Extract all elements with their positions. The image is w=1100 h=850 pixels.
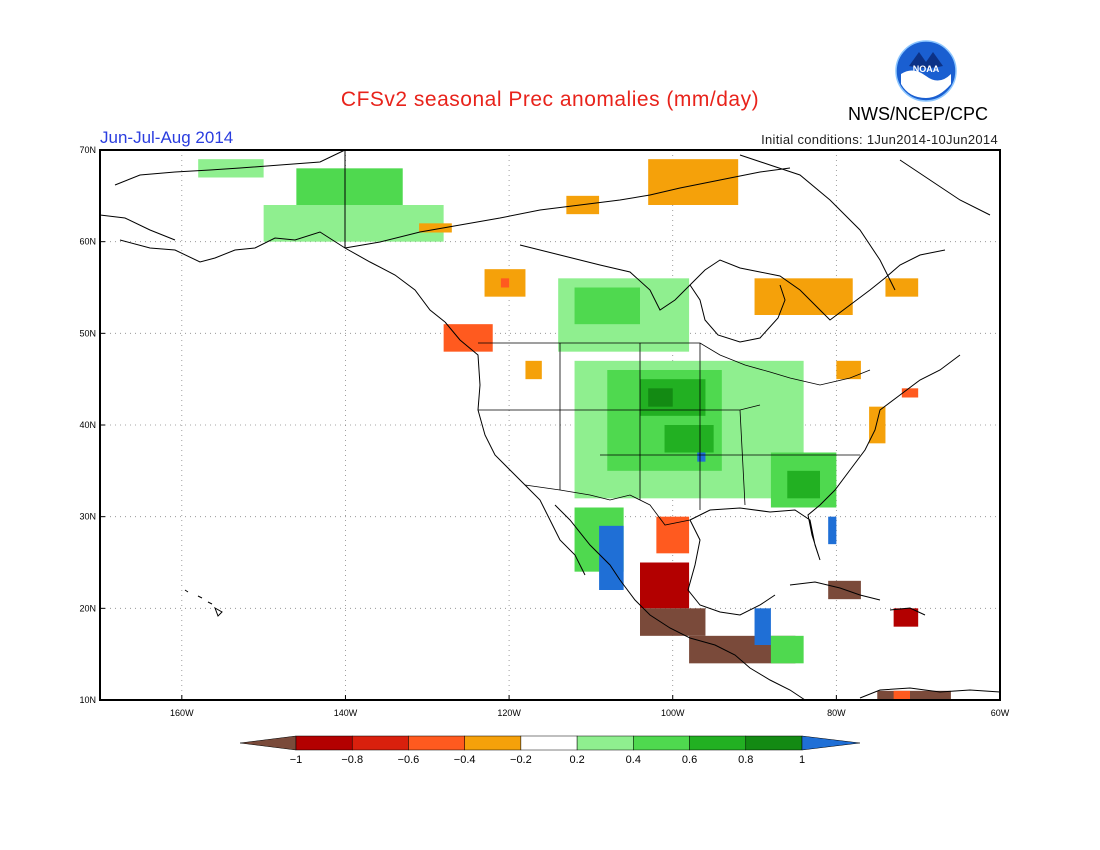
- anomaly-cell-28: [656, 516, 690, 554]
- coast-alaska: [99, 149, 446, 323]
- lat-tick-label-1: 60N: [79, 237, 96, 247]
- colorbar-label-6: 0.4: [626, 754, 641, 766]
- colorbar-segment-3: [408, 735, 465, 751]
- anomaly-cell-33: [770, 635, 804, 664]
- map-title: CFSv2 seasonal Prec anomalies (mm/day): [340, 88, 760, 111]
- coast-canada-north: [344, 167, 946, 321]
- anomaly-cell-21: [787, 470, 820, 499]
- anomaly-cell-2: [263, 205, 444, 242]
- colorbar-label-2: −0.6: [398, 754, 420, 766]
- noaa-logo-icon: NOAA: [895, 40, 957, 102]
- colorbar-segment-7: [633, 735, 690, 751]
- anomaly-cell-11: [574, 287, 640, 325]
- anomaly-cell-32: [754, 608, 771, 645]
- initial-conditions: Initial conditions: 1Jun2014-10Jun2014: [761, 132, 998, 147]
- colorbar-arrow-low: [239, 735, 297, 751]
- lon-tick-label-5: 60W: [991, 708, 1010, 718]
- coast-us-west: [444, 321, 621, 581]
- coast-cuba: [789, 581, 881, 601]
- coast-south-america: [859, 687, 1001, 699]
- anomaly-cell-35: [893, 608, 919, 627]
- anomaly-cell-19: [697, 452, 706, 462]
- colorbar-label-1: −0.8: [341, 754, 363, 766]
- anomaly-cell-3: [419, 223, 452, 233]
- anomaly-cell-30: [640, 608, 706, 636]
- lon-tick-label-4: 80W: [827, 708, 846, 718]
- anomaly-cell-13: [525, 360, 542, 380]
- colorbar-label-4: −0.2: [510, 754, 532, 766]
- colorbar-segment-9: [745, 735, 803, 751]
- coast-mexico-gulf: [619, 354, 961, 701]
- colorbar-segment-1: [295, 735, 353, 751]
- political-borders: [478, 342, 871, 526]
- lat-tick-label-4: 30N: [79, 512, 96, 522]
- anomaly-cell-17: [648, 388, 673, 407]
- colorbar-segment-4: [464, 735, 522, 751]
- colorbar: −1 −0.8 −0.6 −0.4 −0.2 0.2 0.4 0.6 0.8 1: [239, 735, 861, 766]
- colorbar-label-5: 0.2: [569, 754, 584, 766]
- lon-tick-label-0: 160W: [170, 708, 194, 718]
- anomaly-cell-29: [640, 562, 690, 609]
- anomaly-cell-8: [754, 278, 853, 315]
- coast-greenland: [739, 154, 991, 291]
- anomaly-cell-36: [877, 690, 951, 700]
- anomaly-cell-18: [664, 425, 714, 453]
- lat-tick-label-2: 50N: [79, 328, 96, 338]
- anomaly-cell-9: [885, 278, 919, 297]
- border-us-states: [478, 343, 860, 510]
- colorbar-label-3: −0.4: [454, 754, 476, 766]
- coastlines: [99, 149, 1001, 701]
- lat-tick-label-6: 10N: [79, 695, 96, 705]
- lat-tick-label-0: 70N: [79, 145, 96, 155]
- lat-tick-label-3: 40N: [79, 420, 96, 430]
- anomaly-cell-37: [893, 690, 910, 700]
- forecast-period: Jun-Jul-Aug 2014: [100, 128, 234, 147]
- lon-tick-label-3: 100W: [661, 708, 685, 718]
- coast-hawaii: [184, 589, 223, 617]
- colorbar-label-7: 0.6: [682, 754, 697, 766]
- anomaly-cell-5: [500, 278, 510, 288]
- anomaly-cell-23: [836, 360, 861, 380]
- colorbar-label-8: 0.8: [738, 754, 753, 766]
- border-us-mexico: [524, 484, 691, 526]
- colorbar-segment-2: [351, 735, 409, 751]
- lon-tick-label-2: 120W: [497, 708, 521, 718]
- anomaly-cell-12: [443, 324, 493, 352]
- colorbar-segment-5: [520, 735, 578, 751]
- anomaly-cell-7: [648, 159, 739, 205]
- colorbar-arrow-high: [801, 735, 861, 751]
- anomaly-layer: [198, 159, 951, 700]
- colorbar-segment-6: [576, 735, 634, 751]
- axis-ticks: 70N 60N 50N 40N 30N 20N 10N 160W 140W 120W 100W 80W…: [79, 145, 1009, 718]
- lon-tick-label-1: 140W: [334, 708, 358, 718]
- coast-hispaniola: [889, 607, 926, 616]
- logo-text: NOAA: [913, 64, 940, 74]
- colorbar-segment-8: [689, 735, 747, 751]
- colorbar-label-0: −1: [290, 754, 303, 766]
- anomaly-cell-24: [901, 388, 919, 398]
- colorbar-label-9: 1: [799, 754, 805, 766]
- gridlines: [100, 150, 1000, 700]
- organization-label: NWS/NCEP/CPC: [848, 104, 989, 124]
- lat-tick-label-5: 20N: [79, 603, 96, 613]
- anomaly-cell-22: [828, 516, 837, 545]
- coast-hudson-bay: [689, 284, 786, 343]
